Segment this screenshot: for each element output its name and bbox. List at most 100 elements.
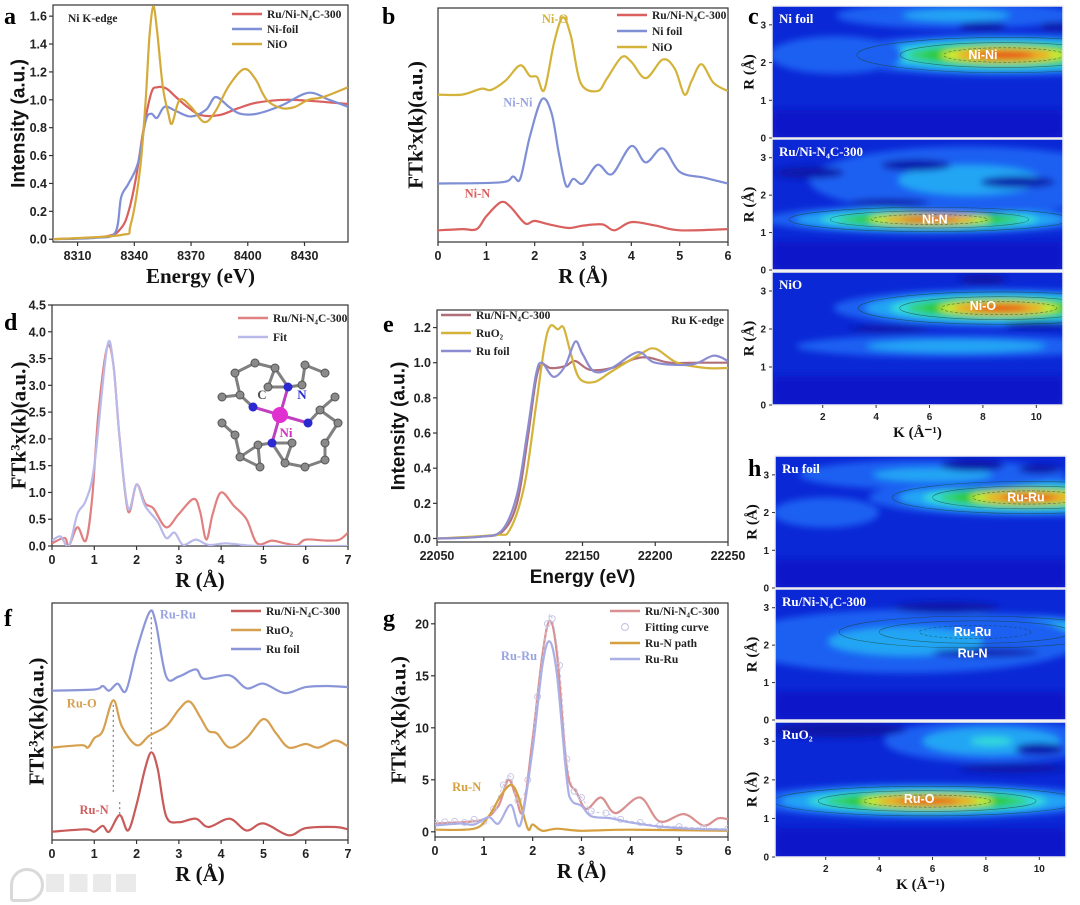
contour-line (863, 794, 992, 808)
y-axis-label: FTk³x(k)(a.u.) (386, 656, 410, 784)
sample-name: Ru/Ni-N₄C-300 (779, 144, 863, 159)
y-tick-label: 1.0 (414, 356, 431, 370)
y-tick-label: 2 (760, 325, 766, 336)
sample-name: NiO (779, 277, 802, 292)
x-tick-label: 1 (91, 553, 98, 567)
heatmap-cell (772, 36, 903, 74)
y-tick-label: 5 (422, 773, 429, 787)
series-1-line (52, 339, 348, 546)
y-tick-label: 2 (763, 775, 769, 786)
contour-line (856, 37, 1063, 73)
wavelet-map-0: Ni foil Ni-Ni 0 1 2 3 R (Å) (741, 5, 1064, 145)
x-tick-label: 6 (725, 844, 732, 858)
y-tick-label: 2.0 (29, 432, 46, 446)
heatmap-cell (901, 217, 958, 222)
x-tick-label: 4 (628, 249, 635, 263)
x-tick-label: 22200 (638, 549, 673, 563)
heatmap-cell (970, 737, 1013, 746)
peak-label: Ni-Ni (968, 48, 997, 62)
heatmap-band (775, 828, 1066, 857)
y-tick-label: 0.5 (29, 513, 46, 527)
sample-name: Ru/Ni-N₄C-300 (782, 594, 866, 609)
x-tick-label: 22150 (565, 549, 600, 563)
x-tick-label: 7 (345, 553, 352, 567)
x-tick-label: 1 (91, 847, 98, 861)
series-group (53, 5, 348, 241)
x-tick-label: 2 (529, 844, 536, 858)
x-tick-label: 8 (980, 412, 986, 423)
x-tick-label: 2 (133, 847, 140, 861)
contour-line (899, 296, 1063, 320)
legend-label: Ru foil (266, 644, 300, 656)
y-axis-label: R (Å) (741, 187, 757, 222)
x-tick-label: 4 (218, 553, 225, 567)
heatmap-cell (898, 165, 1042, 196)
heatmap-low-region (940, 459, 1005, 472)
carbon-atom (320, 455, 330, 465)
carbon-atom (330, 392, 340, 402)
x-tick-label: 8 (983, 864, 989, 875)
x-tick-label: 1 (483, 249, 490, 263)
x-axis-label: R (Å) (557, 859, 607, 883)
carbon-atom (235, 390, 245, 400)
y-tick-label: 3 (760, 287, 766, 298)
plot-frame (436, 309, 729, 543)
y-axis-label: R (Å) (744, 504, 760, 539)
series-0-line (52, 343, 348, 546)
peak-annotation: Ni-N (465, 187, 491, 201)
panel-letter: c (748, 4, 759, 30)
x-tick-label: 2 (133, 553, 140, 567)
carbon-atom (250, 358, 260, 368)
heatmap-low-region (980, 176, 1055, 188)
y-axis-label: FTk³x(k)(a.u.) (403, 61, 427, 189)
panel-letter: b (382, 4, 395, 30)
x-tick-label: 6 (930, 864, 936, 875)
heatmap-cell (866, 339, 1047, 353)
peak-label: Ru-O (904, 792, 935, 806)
carbon-atom (320, 438, 330, 448)
series-0-line (437, 356, 728, 540)
contour-line (788, 207, 1063, 232)
carbon-atom (320, 368, 330, 378)
series-3-line (435, 640, 728, 831)
panel-b: 0 1 2 3 4 5 6 R (Å) FTk³x(k)(a.u.) Ru/Ni-N₄C-300 N… (382, 4, 732, 288)
x-tick-label: 4 (218, 847, 225, 861)
legend-label: Ru-Ru (645, 654, 679, 666)
x-tick-label: 22250 (711, 549, 746, 563)
x-tick-label: 0 (49, 847, 56, 861)
legend-label: Ru/Ni-N₄C-300 (645, 606, 720, 618)
y-tick-label: 1.4 (30, 38, 47, 52)
y-tick-label: 0.0 (30, 233, 47, 247)
y-axis-label: R (Å) (741, 54, 757, 89)
y-tick-label: 0 (422, 825, 429, 839)
sample-name: Ni foil (779, 11, 814, 26)
series-0-line (438, 200, 728, 232)
heatmap-band (772, 109, 1063, 138)
y-axis-label: R (Å) (744, 637, 760, 672)
carbon-atom (333, 418, 343, 428)
panel-g: 0 1 2 3 4 5 6 0 5 10 15 20 R (Å) FTk³x(k)(a.u.) Ru/Ni-… (383, 602, 732, 883)
carbon-atom (315, 405, 325, 415)
carbon-atom (297, 380, 307, 390)
y-axis-label: Intensity (a.u.) (9, 59, 30, 188)
wavelet-map-2: RuO₂ Ru-O 0 1 2 3 R (Å) (744, 721, 1067, 864)
heatmap-low-region (775, 722, 906, 738)
heatmap-low-region (881, 159, 951, 171)
x-tick-label: 8340 (120, 249, 148, 263)
nitrogen-label: N (297, 387, 307, 402)
y-tick-label: 15 (415, 669, 429, 683)
y-tick-label: 3 (760, 20, 766, 31)
y-tick-label: 0 (760, 401, 766, 412)
heatmap-cell (902, 9, 1010, 22)
carbon-atom (263, 382, 273, 392)
fit-point (548, 615, 556, 623)
plot-frame (51, 304, 349, 547)
y-axis-label: Intensity (a.u.) (389, 362, 410, 491)
series-group (52, 609, 348, 837)
y-tick-label: 1.2 (414, 321, 431, 335)
y-tick-label: 0.8 (414, 391, 431, 405)
heatmap-low-region (1015, 743, 1064, 755)
heatmap-cell (970, 304, 1028, 312)
edge-note: Ni K-edge (68, 13, 118, 25)
series-group (438, 16, 728, 232)
